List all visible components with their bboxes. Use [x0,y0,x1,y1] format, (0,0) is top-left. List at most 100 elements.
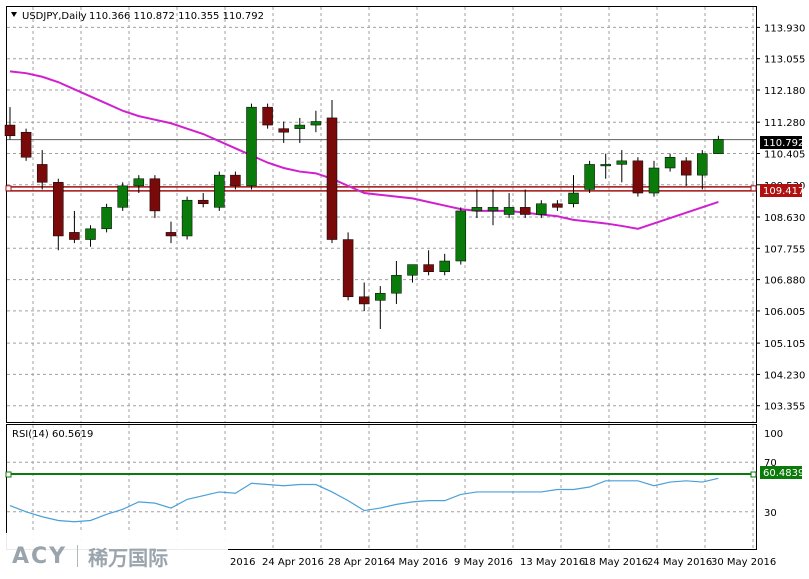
candle [69,210,80,244]
candle-body [375,292,386,301]
candle [149,175,161,219]
svg-text:60.4839: 60.4839 [763,468,804,479]
rsi-series-line [9,477,719,523]
candle [117,182,128,211]
rsi-panel-frame [6,424,757,550]
candle [697,150,708,190]
candle-body [439,260,450,272]
candle [664,153,676,172]
chart-symbol: USDJPY,Daily [22,11,87,22]
candle [181,196,193,240]
horizontal-lines [5,139,757,478]
candle-body [455,210,467,262]
date-tick-label: 30 May 2016 [711,557,776,568]
candle-body [214,174,225,208]
watermark-chinese: 稀万国际 [88,545,169,570]
candle-body [632,160,644,194]
chart-ohlc: 110.366 110.872 110.355 110.792 [89,11,264,22]
candle [326,100,338,244]
price-axis: 113.930113.055112.180111.280110.405109.5… [756,23,805,413]
candle [375,286,386,329]
candle [519,189,531,219]
candle-body [101,207,112,230]
candle [568,175,579,208]
candle [294,117,306,143]
candle-body [471,207,483,212]
candle-body [326,117,338,240]
candle-body [616,160,628,165]
candle-body [133,178,145,187]
date-tick-label: 2016 [230,557,255,568]
candle-body [53,182,64,237]
candle-body [664,157,676,169]
date-tick-label: 4 May 2016 [389,557,448,568]
candle [197,193,209,208]
candle-body [278,128,289,133]
candle-body [85,228,96,240]
candle [680,157,692,186]
date-tick-label: 13 May 2016 [520,557,585,568]
candle [53,178,64,251]
candle-body [423,264,434,272]
candle [713,135,724,154]
current-price-tag: 110.792 [760,136,804,149]
grid [7,7,756,549]
price-tick-label: 111.280 [764,118,805,129]
support-line-handle [750,185,757,192]
candle [36,150,48,190]
candle [310,110,322,133]
candle [358,282,370,312]
candle-body [680,160,692,176]
candle-body [391,275,402,294]
price-tick-label: 105.105 [764,339,805,350]
candle [536,200,547,219]
chart-menu-icon[interactable] [11,12,17,17]
svg-text:110.792: 110.792 [763,138,804,149]
candle-body [358,296,370,305]
candle-body [165,232,177,237]
candle-body [230,174,241,187]
date-tick-label: 18 May 2016 [583,557,648,568]
moving-average-line [9,70,719,230]
candle-body [69,232,80,240]
price-tick-label: 107.755 [764,244,805,255]
date-tick-label: 28 Apr 2016 [328,557,390,568]
moving-average [9,70,719,230]
candle-body [552,203,563,208]
candle [342,232,354,301]
candle-body [294,124,306,129]
price-tick-label: 110.405 [764,150,805,161]
candle [423,250,434,276]
candle-body [310,121,322,126]
candle [101,203,112,233]
candle-body [181,199,193,237]
candle-body [536,203,547,215]
support-line-handle [5,185,12,192]
price-tick-label: 113.055 [764,55,805,66]
date-axis: 2016 24 Apr 2016 28 Apr 2016 4 May 2016 9 Ma… [230,557,776,568]
candle-body [20,131,32,158]
rsi-line-tag: 60.4839 [760,466,804,479]
price-panel-frame [6,6,757,423]
rsi-tick-label: 100 [764,429,783,440]
candle-body [36,164,48,183]
candle [407,264,418,283]
candle [455,207,467,265]
price-tick-label: 106.880 [764,276,805,287]
candle-body [568,192,579,205]
candle-body [4,124,16,137]
svg-text:109.417: 109.417 [763,186,804,197]
candle-body [584,164,595,190]
watermark-divider [77,545,79,567]
candle [246,103,257,190]
price-tick-label: 103.355 [764,402,805,413]
candle [503,193,515,219]
candle-body [197,199,209,205]
candle [262,103,273,129]
candle-body [246,106,257,187]
date-tick-label: 24 May 2016 [647,557,712,568]
watermark: ACY 稀万国际 [0,533,228,579]
candle-body [600,164,611,167]
candle-body [648,167,660,194]
candle [230,171,241,190]
